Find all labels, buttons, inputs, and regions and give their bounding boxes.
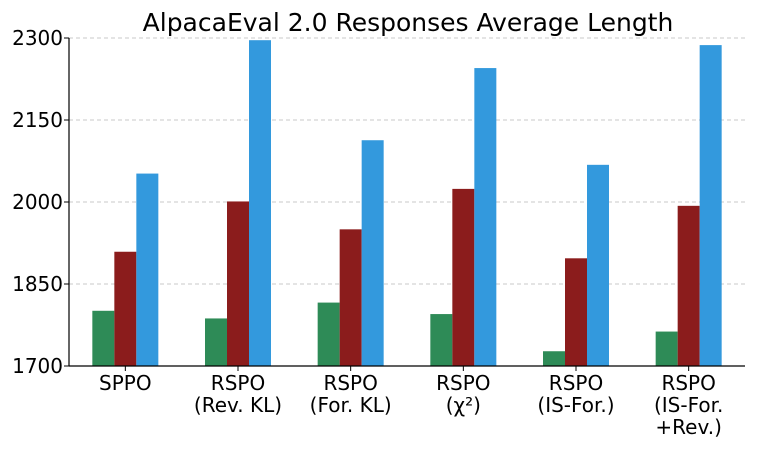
bar-series-2-cat-3 [452,188,475,366]
y-tick-label: 1850 [12,272,63,296]
bar-series-1-cat-4 [543,351,565,366]
x-tick-label-line: RSPO [661,371,715,395]
bar-series-1-cat-2 [317,302,340,366]
x-tick-label-line: RSPO [323,371,377,395]
x-tick-label-line: RSPO [436,371,490,395]
x-tick-label-line: RSPO [549,371,603,395]
x-tick-label-line: RSPO [211,371,265,395]
bar-series-3-cat-2 [361,140,384,366]
x-tick-labels: SPPO RSPO (Rev. KL)RSPO (For. KL)RSPO (χ²)RS… [99,366,723,439]
bar-series-1-cat-1 [205,318,227,366]
bar-series-2-cat-1 [227,201,249,366]
grid-lines [69,37,745,285]
bar-series-1-cat-0 [92,310,115,366]
x-tick-label-line: (IS-For.) [537,393,614,417]
x-tick-label-line: (IS-For. [654,393,723,417]
bar-series-2-cat-2 [339,229,362,366]
bar-series-2-cat-4 [565,258,587,366]
bar-series-2-cat-0 [114,251,137,366]
x-tick-label: SPPO [99,371,152,395]
x-tick-label-line: (χ²) [446,393,481,417]
x-tick-label-line: (Rev. KL) [194,393,282,417]
x-tick-label: RSPO (IS-For.) [537,371,614,417]
x-tick-label-line: +Rev.) [655,415,722,439]
y-tick-label: 2000 [12,190,63,214]
bar-series-3-cat-4 [587,164,609,366]
bar-series-3-cat-1 [249,40,271,366]
bar-series-3-cat-3 [474,68,497,367]
y-tick-label: 1700 [12,354,63,378]
bar-series-1-cat-5 [655,331,678,366]
y-tick-label: 2150 [12,108,63,132]
x-tick-label: RSPO (For. KL) [310,371,392,417]
x-tick-label: RSPO (Rev. KL) [194,371,282,417]
x-tick-label: RSPO (IS-For. +Rev.) [654,371,723,439]
y-tick-label: 2300 [12,26,63,50]
x-tick-label-line: (For. KL) [310,393,392,417]
bar-series-1-cat-3 [430,314,453,366]
bars [92,40,722,367]
y-tick-labels: 1700 1850 2000 2150 2300 [12,26,69,378]
chart-title: AlpacaEval 2.0 Responses Average Length [143,8,674,37]
bar-series-3-cat-5 [699,45,722,367]
x-tick-label-line: SPPO [99,371,152,395]
bar-series-2-cat-5 [677,205,700,366]
bar-series-3-cat-0 [136,173,159,366]
x-tick-label: RSPO (χ²) [436,371,490,417]
